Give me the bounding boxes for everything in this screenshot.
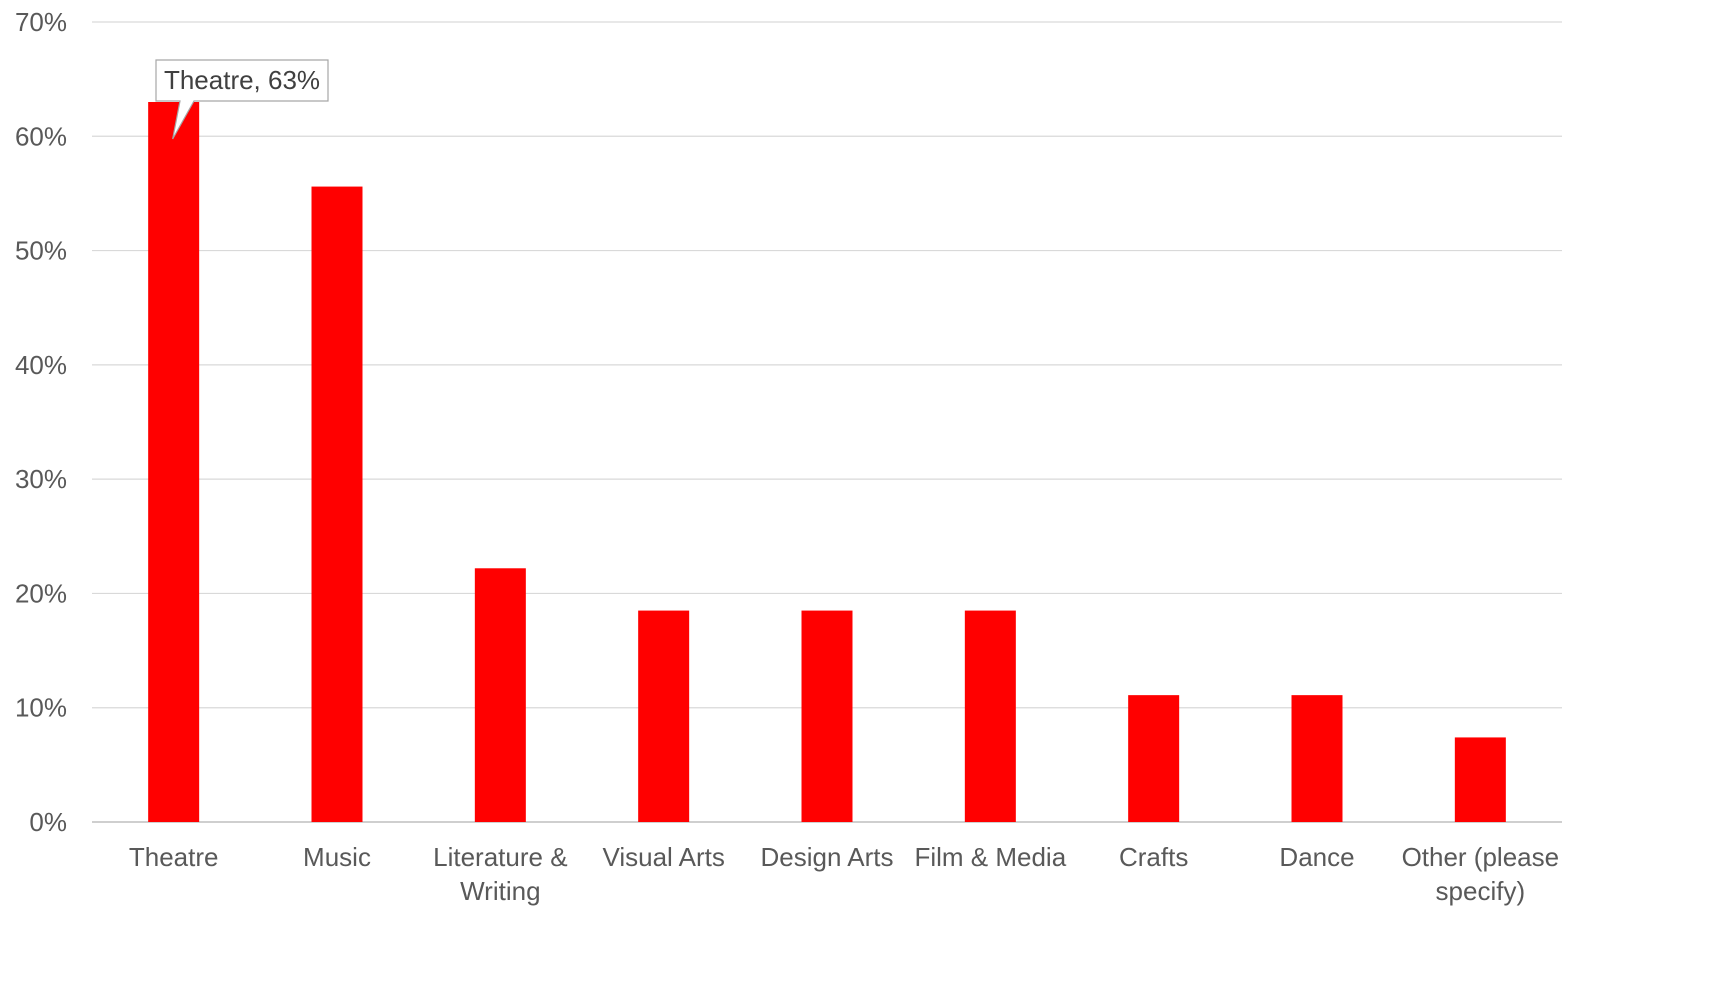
y-tick-label: 60% [15,121,67,151]
data-callout: Theatre, 63% [155,59,329,140]
x-tick-label-line: Dance [1279,842,1354,872]
y-tick-label: 40% [15,350,67,380]
x-tick-label: Crafts [1119,842,1188,872]
y-axis-ticks: 0% 10% 20% 30% 40% 50% 60% 70% [15,7,67,837]
x-tick-label-line: Crafts [1119,842,1188,872]
bar [801,610,853,822]
x-axis-labels: Theatre Music Literature & Writing Visual Ar… [129,842,1559,906]
y-tick-label: 0% [29,807,67,837]
y-tick-label: 50% [15,236,67,266]
x-tick-label: Literature & Writing [433,842,567,906]
x-tick-label-line: Theatre [129,842,219,872]
bar [311,186,363,823]
bar [638,610,690,822]
x-tick-label-line: specify) [1436,876,1526,906]
x-tick-label: Visual Arts [602,842,724,872]
y-tick-label: 20% [15,578,67,608]
bar [1128,695,1180,822]
x-tick-label-line: Visual Arts [602,842,724,872]
y-tick-label: 10% [15,693,67,723]
x-tick-label: Music [303,842,371,872]
y-tick-label: 70% [15,7,67,37]
x-tick-label-line: Literature & [433,842,567,872]
bar [1291,695,1343,822]
bar [474,568,526,822]
x-tick-label: Other (please specify) [1402,842,1560,906]
x-tick-label: Dance [1279,842,1354,872]
y-tick-label: 30% [15,464,67,494]
x-tick-label-line: Design Arts [761,842,894,872]
callout-box [155,59,329,140]
x-tick-label: Theatre [129,842,219,872]
x-tick-label-line: Film & Media [914,842,1066,872]
bar [964,610,1016,822]
bar [148,102,200,822]
x-tick-label: Design Arts [761,842,894,872]
callout-label: Theatre, 63% [164,65,320,95]
x-tick-label-line: Writing [460,876,540,906]
x-tick-label-line: Music [303,842,371,872]
bars [148,102,1506,823]
x-tick-label: Film & Media [914,842,1066,872]
x-tick-label-line: Other (please [1402,842,1560,872]
bar [1454,737,1506,822]
